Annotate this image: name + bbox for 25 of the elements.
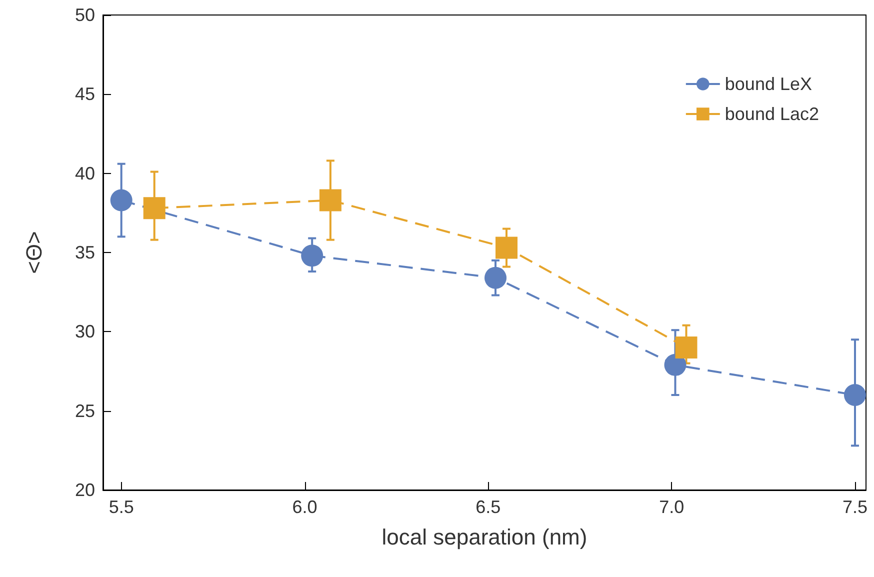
- y-tick-label: 35: [74, 242, 95, 262]
- point: [844, 384, 866, 406]
- y-tick-label: 30: [74, 322, 95, 342]
- point: [496, 236, 518, 259]
- x-tick-label: 6.5: [476, 497, 501, 517]
- legend-label: bound LeX: [724, 74, 812, 94]
- x-tick-label: 7.5: [842, 497, 868, 517]
- x-tick-label: 6.0: [292, 497, 318, 517]
- point: [319, 189, 342, 212]
- point: [143, 197, 166, 220]
- point: [301, 244, 324, 267]
- y-tick-label: 40: [74, 163, 95, 184]
- y-tick-label: 25: [74, 400, 95, 421]
- point: [664, 354, 686, 376]
- y-tick-label: 50: [74, 5, 95, 25]
- x-axis-title: local separation (nm): [382, 524, 588, 550]
- y-tick-label: 45: [74, 84, 95, 104]
- x-tick-label: 5.5: [108, 497, 134, 517]
- point: [675, 336, 698, 358]
- y-axis-title: <Θ>: [22, 231, 46, 274]
- x-tick-label: 7.0: [659, 497, 684, 517]
- y-tick-label: 20: [74, 480, 95, 500]
- point: [110, 189, 132, 212]
- point: [484, 266, 507, 289]
- legend-label: bound Lac2: [724, 104, 820, 124]
